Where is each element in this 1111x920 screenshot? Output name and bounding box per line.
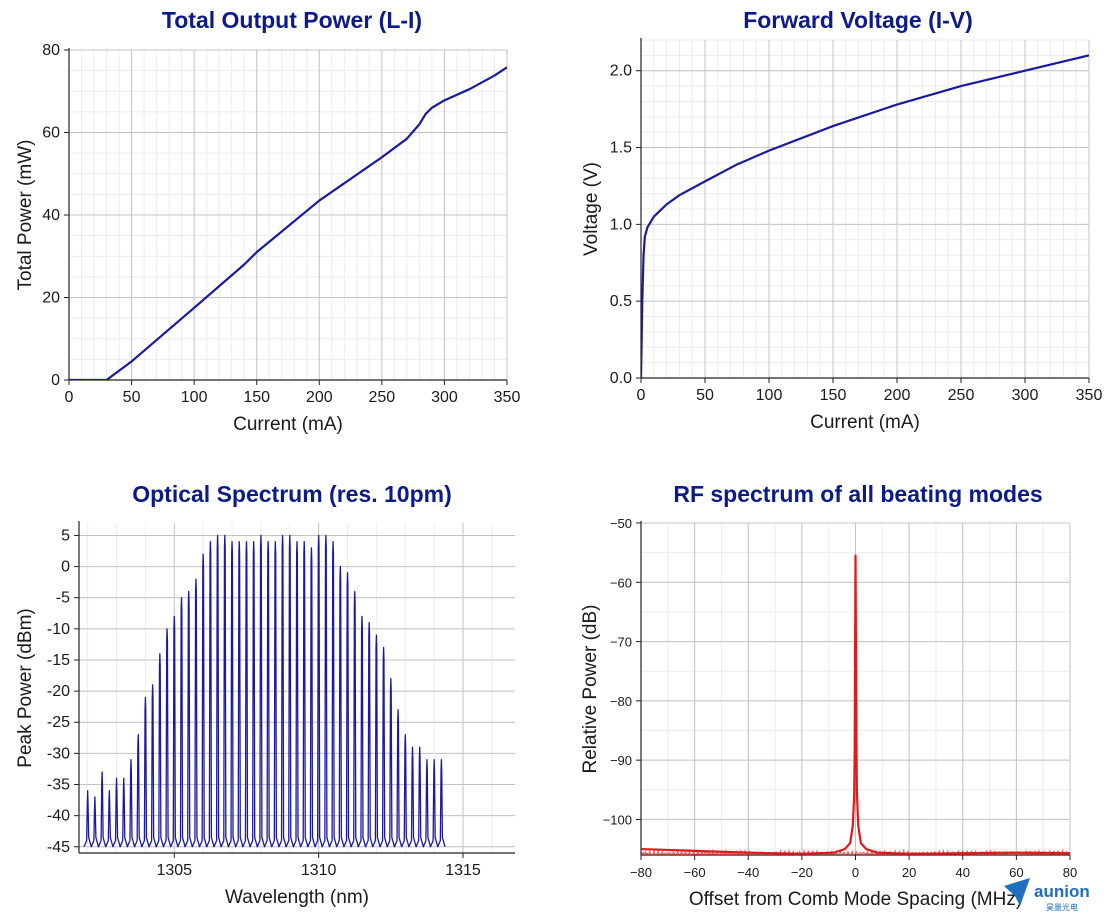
chart-title: Forward Voltage (I-V) — [743, 7, 973, 33]
y-axis-label: Voltage (V) — [581, 162, 602, 256]
x-tick-label: 300 — [431, 389, 458, 406]
y-tick-label: 0 — [51, 372, 60, 389]
x-tick-label: 150 — [820, 387, 847, 404]
x-tick-label: 0 — [637, 387, 646, 404]
x-tick-label: 250 — [369, 389, 396, 406]
y-tick-label: 0.5 — [610, 293, 632, 310]
x-tick-label: 100 — [181, 389, 208, 406]
y-tick-label: 80 — [42, 42, 60, 59]
x-tick-label: 60 — [1009, 865, 1023, 880]
y-tick-label: −60 — [610, 575, 632, 590]
x-axis-label: Current (mA) — [233, 414, 343, 435]
y-tick-label: 60 — [42, 125, 60, 142]
x-tick-label: −20 — [791, 865, 813, 880]
y-tick-label: -35 — [47, 777, 70, 794]
x-axis-label: Wavelength (nm) — [225, 887, 369, 908]
x-tick-label: 1305 — [156, 862, 192, 879]
grid — [640, 39, 1090, 379]
x-tick-label: 0 — [65, 389, 74, 406]
chart-rf-spectrum: RF spectrum of all beating modes −80 −60 −4… — [580, 481, 1077, 910]
x-tick-label: 80 — [1063, 865, 1077, 880]
x-tick-label: 200 — [884, 387, 911, 404]
y-tick-label: -20 — [47, 683, 70, 700]
logo-name: aunion — [1034, 882, 1090, 901]
y-tick-label: -5 — [56, 590, 70, 607]
y-tick-label: 20 — [42, 290, 60, 307]
x-tick-label: 20 — [902, 865, 916, 880]
x-tick-label: 100 — [756, 387, 783, 404]
y-axis-label: Relative Power (dB) — [580, 605, 601, 774]
x-tick-label: 150 — [243, 389, 270, 406]
x-tick-label: 40 — [956, 865, 970, 880]
x-tick-label: 50 — [696, 387, 714, 404]
x-tick-label: −80 — [630, 865, 652, 880]
y-tick-label: -45 — [47, 839, 70, 856]
x-tick-label: 50 — [123, 389, 141, 406]
y-tick-label: 1.5 — [610, 140, 632, 157]
y-tick-label: −50 — [610, 516, 632, 531]
y-tick-label: -25 — [47, 714, 70, 731]
y-tick-label: 0 — [61, 559, 70, 576]
y-tick-label: -40 — [47, 808, 70, 825]
x-tick-label: −40 — [737, 865, 759, 880]
y-axis-label: Peak Power (dBm) — [15, 608, 36, 767]
y-tick-label: -15 — [47, 652, 70, 669]
x-tick-label: 1315 — [445, 862, 481, 879]
chart-li: Total Output Power (L-I)0 50 100 150 200 250 3… — [15, 7, 520, 435]
chart-iv: Forward Voltage (I-V) 0 50 100 150 200 250 300 3… — [581, 7, 1102, 433]
x-tick-label: 1310 — [301, 862, 337, 879]
y-axis-label: Total Power (mW) — [15, 140, 36, 291]
logo: aunion 昊量光电 — [1004, 878, 1090, 912]
x-tick-label: 250 — [948, 387, 975, 404]
y-tick-label: -30 — [47, 745, 70, 762]
x-axis-label: Current (mA) — [810, 412, 920, 433]
series-line — [69, 66, 507, 380]
series-noise — [641, 848, 1070, 855]
series-line — [83, 534, 446, 848]
x-tick-label: 0 — [852, 865, 859, 880]
y-tick-label: 1.0 — [610, 216, 632, 233]
grid — [640, 522, 1071, 855]
y-tick-label: 5 — [61, 527, 70, 544]
x-tick-label: −60 — [684, 865, 706, 880]
chart-title: Optical Spectrum (res. 10pm) — [132, 481, 452, 507]
chart-title: Total Output Power (L-I) — [162, 7, 422, 33]
x-tick-label: 300 — [1012, 387, 1039, 404]
y-tick-label: −100 — [603, 812, 632, 827]
y-tick-label: 0.0 — [610, 370, 632, 387]
chart-title: RF spectrum of all beating modes — [673, 481, 1042, 507]
logo-subtitle: 昊量光电 — [1046, 902, 1078, 912]
series-line — [641, 54, 1089, 378]
x-tick-label: 350 — [1076, 387, 1103, 404]
y-tick-label: −80 — [610, 694, 632, 709]
x-axis-label: Offset from Comb Mode Spacing (MHz) — [689, 889, 1022, 910]
chart-optical-spectrum: Optical Spectrum (res. 10pm) 1305 1310 1315… — [15, 481, 515, 908]
paper-plane-icon — [1004, 878, 1030, 906]
y-tick-label: -10 — [47, 621, 70, 638]
y-tick-label: −90 — [610, 753, 632, 768]
grid — [68, 49, 508, 381]
x-tick-label: 350 — [494, 389, 521, 406]
x-tick-label: 200 — [306, 389, 333, 406]
y-tick-label: 40 — [42, 207, 60, 224]
y-tick-label: 2.0 — [610, 63, 632, 80]
y-tick-label: −70 — [610, 635, 632, 650]
